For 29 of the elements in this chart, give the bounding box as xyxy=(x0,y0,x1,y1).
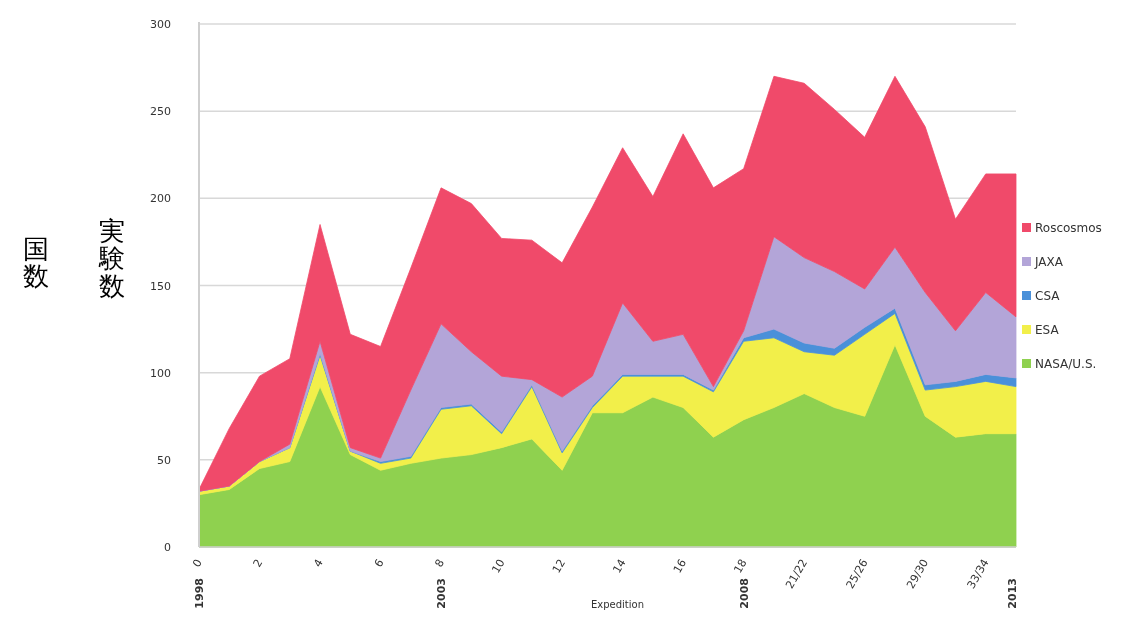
text: 1998 xyxy=(192,578,206,609)
x-tick-label: 6 xyxy=(371,556,387,570)
text: 2003 xyxy=(434,578,448,609)
x-tick-label: 0 xyxy=(190,556,205,570)
text: 国数 xyxy=(23,234,49,292)
x-tick-label: 12 xyxy=(549,556,569,576)
x-tick-label: 10 xyxy=(489,556,508,576)
legend-label: JAXA xyxy=(1034,255,1064,269)
x-tick-label: 16 xyxy=(670,556,690,576)
text: 2008 xyxy=(737,578,751,609)
text: 2013 xyxy=(1005,578,1019,609)
x-tick-label: 2 xyxy=(250,556,266,570)
y-tick-label: 100 xyxy=(150,366,171,380)
legend-label: ESA xyxy=(1035,323,1060,337)
y-tick-label: 250 xyxy=(150,105,171,119)
legend-label: CSA xyxy=(1035,289,1061,303)
y-axis-title: 実験数 xyxy=(98,216,125,301)
legend-label: NASA/U.S. xyxy=(1035,357,1097,371)
x-tick-label: 14 xyxy=(610,556,629,576)
x-tick-label: 18 xyxy=(731,556,750,576)
x-tick-label: 4 xyxy=(311,556,326,570)
y-tick-label: 0 xyxy=(164,541,171,554)
y-tick-label: 150 xyxy=(150,279,171,293)
x-tick-label: 8 xyxy=(432,556,448,570)
y-tick-label: 50 xyxy=(157,453,171,467)
y-tick-label: 200 xyxy=(150,192,171,206)
x-axis-title: Expedition xyxy=(590,599,645,610)
y-tick-label: 300 xyxy=(150,18,171,31)
legend-label: Roscosmos xyxy=(1035,221,1102,235)
